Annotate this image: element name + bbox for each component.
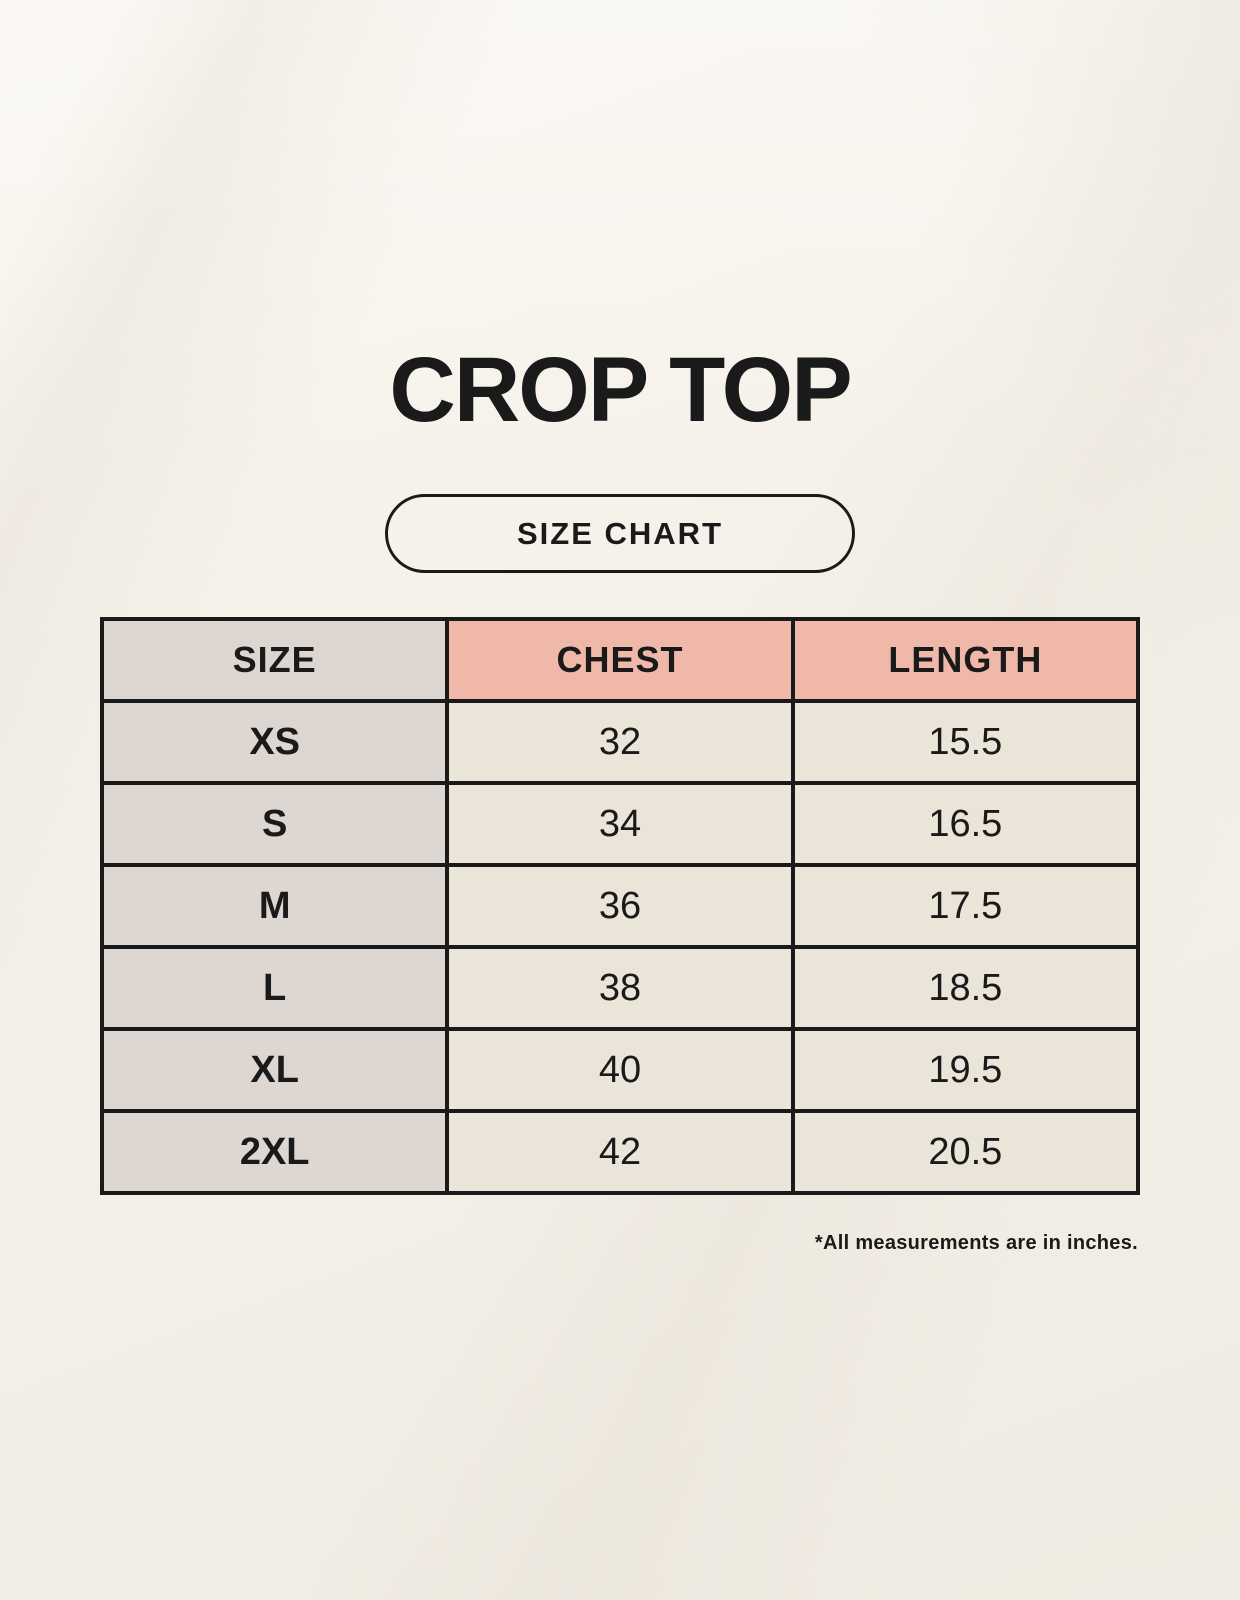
header-row: SIZE CHEST LENGTH (99, 617, 1141, 703)
size-table: SIZE CHEST LENGTH XS 32 15.5 S 34 16.5 M 36 17.5… (99, 617, 1141, 1195)
header-chest: CHEST (445, 617, 795, 703)
table-row: XL 40 19.5 (99, 1027, 1141, 1113)
header-size: SIZE (99, 617, 450, 703)
table-row: 2XL 42 20.5 (99, 1109, 1141, 1195)
length-cell: 15.5 (790, 699, 1141, 785)
length-cell: 17.5 (790, 863, 1141, 949)
size-cell: L (99, 945, 450, 1031)
table-row: L 38 18.5 (99, 945, 1141, 1031)
length-cell: 20.5 (790, 1109, 1141, 1195)
measurements-footnote: *All measurements are in inches. (814, 1232, 1138, 1254)
chest-cell: 32 (445, 699, 795, 785)
size-table-body: XS 32 15.5 S 34 16.5 M 36 17.5 L 38 18.5 XL 40 19.5 2XL… (99, 699, 1141, 1195)
size-chart-badge: SIZE CHART (385, 494, 855, 573)
length-cell: 19.5 (790, 1027, 1141, 1113)
table-row: S 34 16.5 (99, 781, 1141, 867)
size-cell: XS (99, 699, 450, 785)
header-length: LENGTH (790, 617, 1141, 703)
size-table-head: SIZE CHEST LENGTH (99, 617, 1141, 703)
length-cell: 18.5 (790, 945, 1141, 1031)
chest-cell: 34 (445, 781, 795, 867)
chest-cell: 40 (445, 1027, 795, 1113)
size-cell: 2XL (99, 1109, 450, 1195)
chest-cell: 36 (445, 863, 795, 949)
chest-cell: 38 (445, 945, 795, 1031)
size-cell: M (99, 863, 450, 949)
page-title: CROP TOP (389, 339, 852, 441)
length-cell: 16.5 (790, 781, 1141, 867)
size-chart-badge-label: SIZE CHART (517, 515, 723, 551)
size-cell: S (99, 781, 450, 867)
table-row: XS 32 15.5 (99, 699, 1141, 785)
table-row: M 36 17.5 (99, 863, 1141, 949)
size-cell: XL (99, 1027, 450, 1113)
chest-cell: 42 (445, 1109, 795, 1195)
